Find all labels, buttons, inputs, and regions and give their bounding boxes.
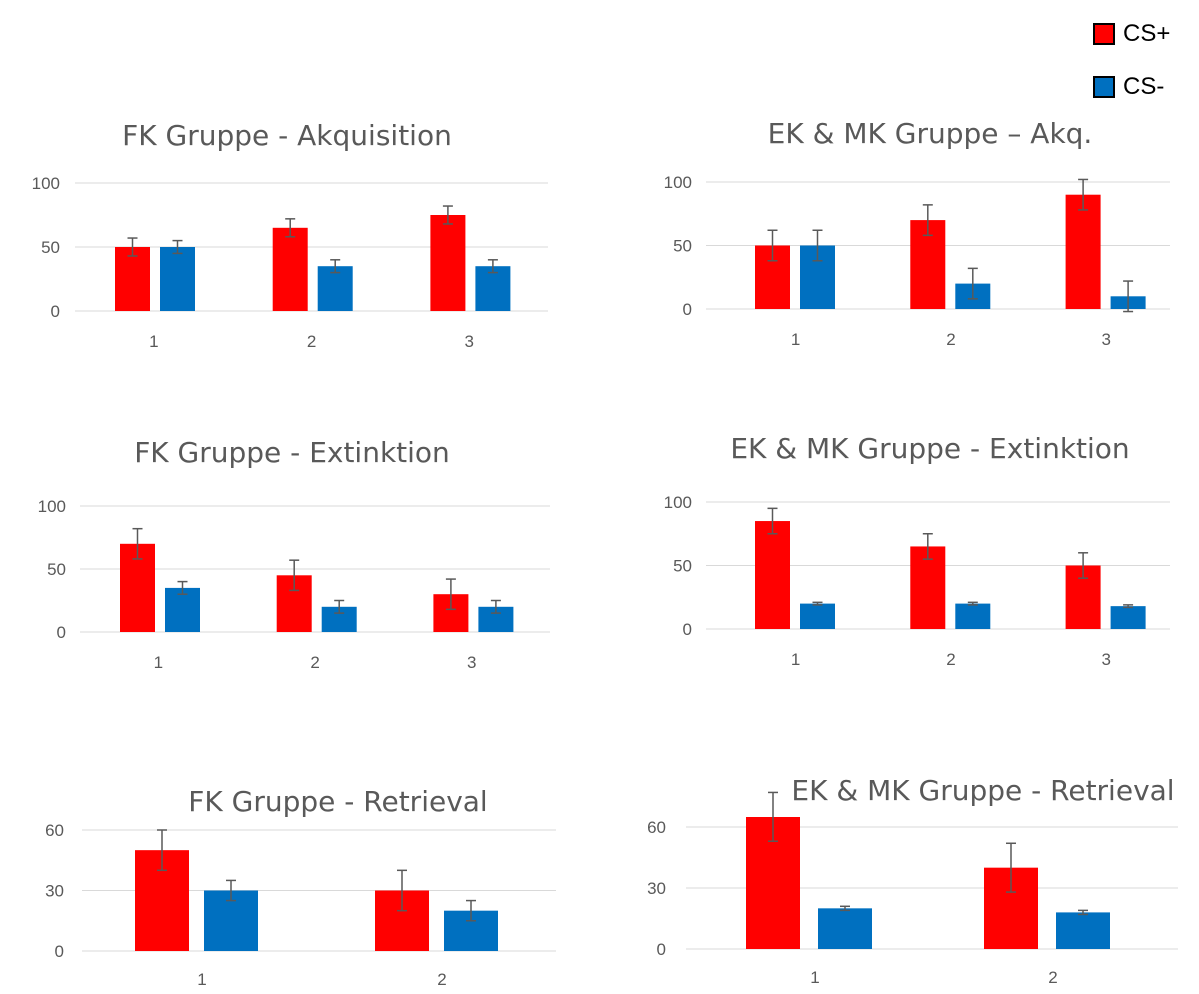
bar-cs-plus-1 — [755, 521, 790, 629]
x-tick-label: 1 — [791, 650, 800, 669]
x-tick-label: 1 — [154, 653, 163, 672]
x-tick-label: 1 — [197, 970, 206, 989]
x-tick-label: 1 — [810, 968, 819, 987]
x-tick-label: 3 — [1102, 330, 1111, 349]
legend-label-cs-minus: CS- — [1123, 73, 1165, 100]
chart-fk-akquisition: FK Gruppe - Akquisition 0 50 100 1 2 3 — [0, 105, 560, 375]
chart-ek-mk-akquisition: EK & MK Gruppe – Akq. 0 50 100 1 2 3 — [600, 105, 1199, 375]
bar-cs-minus-1 — [165, 587, 200, 632]
x-tick-label: 1 — [149, 332, 158, 351]
y-tick-label: 100 — [32, 174, 60, 193]
x-tick-label: 3 — [467, 653, 476, 672]
y-tick-label: 30 — [45, 882, 64, 901]
x-tick-label: 2 — [946, 650, 955, 669]
y-tick-label: 60 — [647, 818, 666, 837]
y-tick-label: 0 — [55, 942, 64, 961]
chart-fk-retrieval: FK Gruppe - Retrieval 0 30 60 1 2 — [0, 765, 560, 994]
y-tick-label: 0 — [683, 300, 692, 319]
x-tick-label: 1 — [791, 330, 800, 349]
x-tick-label: 2 — [437, 970, 446, 989]
chart-title: FK Gruppe - Akquisition — [122, 119, 452, 152]
chart-svg: EK & MK Gruppe – Akq. 0 50 100 1 2 3 — [664, 117, 1170, 349]
chart-title: EK & MK Gruppe - Extinktion — [730, 432, 1129, 465]
legend-item-cs-plus: CS+ — [1093, 20, 1170, 48]
y-tick-label: 0 — [683, 620, 692, 639]
legend-item-cs-minus: CS- — [1093, 73, 1164, 101]
y-tick-label: 50 — [41, 238, 60, 257]
chart-svg: FK Gruppe - Akquisition 0 50 100 1 2 3 — [32, 119, 548, 351]
chart-svg: FK Gruppe - Retrieval 0 30 60 1 2 — [45, 785, 556, 989]
chart-fk-extinktion: FK Gruppe - Extinktion 0 50 100 1 2 3 — [0, 420, 560, 690]
legend: CS+ CS- — [1093, 6, 1199, 106]
bar-cs-plus-1 — [115, 247, 150, 311]
x-tick-label: 2 — [307, 332, 316, 351]
y-tick-label: 0 — [657, 940, 666, 959]
y-tick-label: 0 — [51, 302, 60, 321]
y-tick-label: 30 — [647, 879, 666, 898]
bar-cs-minus-1 — [160, 247, 195, 311]
x-tick-label: 2 — [310, 653, 319, 672]
y-tick-label: 50 — [673, 557, 692, 576]
bar-cs-minus-3 — [1110, 606, 1146, 629]
chart-svg: EK & MK Gruppe - Extinktion 0 50 100 1 2 3 — [664, 432, 1170, 669]
y-tick-label: 50 — [47, 560, 66, 579]
x-tick-label: 3 — [1102, 650, 1111, 669]
legend-swatch-cs-plus — [1093, 23, 1115, 45]
x-tick-label: 2 — [1048, 968, 1057, 987]
legend-label-cs-plus: CS+ — [1123, 20, 1171, 47]
bar-cs-minus-2 — [955, 603, 991, 629]
chart-title: EK & MK Gruppe - Retrieval — [791, 774, 1174, 807]
y-tick-label: 60 — [45, 821, 64, 840]
bar-cs-plus-2 — [910, 546, 946, 629]
bar-cs-plus-3 — [1065, 194, 1101, 309]
y-tick-label: 50 — [673, 237, 692, 256]
chart-title: EK & MK Gruppe – Akq. — [768, 117, 1093, 150]
bar-cs-minus-2 — [317, 266, 353, 311]
x-tick-label: 3 — [465, 332, 474, 351]
chart-ek-mk-retrieval: EK & MK Gruppe - Retrieval 0 30 60 1 2 — [600, 765, 1199, 994]
bar-cs-minus-1 — [818, 908, 872, 949]
y-tick-label: 100 — [664, 173, 692, 192]
bar-cs-minus-2 — [1056, 912, 1110, 949]
y-tick-label: 100 — [664, 493, 692, 512]
chart-svg: FK Gruppe - Extinktion 0 50 100 1 2 3 — [38, 436, 550, 672]
y-tick-label: 100 — [38, 497, 66, 516]
legend-swatch-cs-minus — [1093, 76, 1115, 98]
chart-svg: EK & MK Gruppe - Retrieval 0 30 60 1 2 — [647, 774, 1178, 987]
bar-cs-minus-1 — [800, 603, 835, 629]
chart-title: FK Gruppe - Retrieval — [188, 785, 487, 818]
chart-ek-mk-extinktion: EK & MK Gruppe - Extinktion 0 50 100 1 2 3 — [600, 420, 1199, 690]
y-tick-label: 0 — [57, 623, 66, 642]
chart-title: FK Gruppe - Extinktion — [134, 436, 450, 469]
bar-cs-plus-3 — [430, 215, 466, 311]
bar-cs-minus-3 — [475, 266, 511, 311]
bar-cs-plus-2 — [272, 227, 308, 311]
x-tick-label: 2 — [946, 330, 955, 349]
